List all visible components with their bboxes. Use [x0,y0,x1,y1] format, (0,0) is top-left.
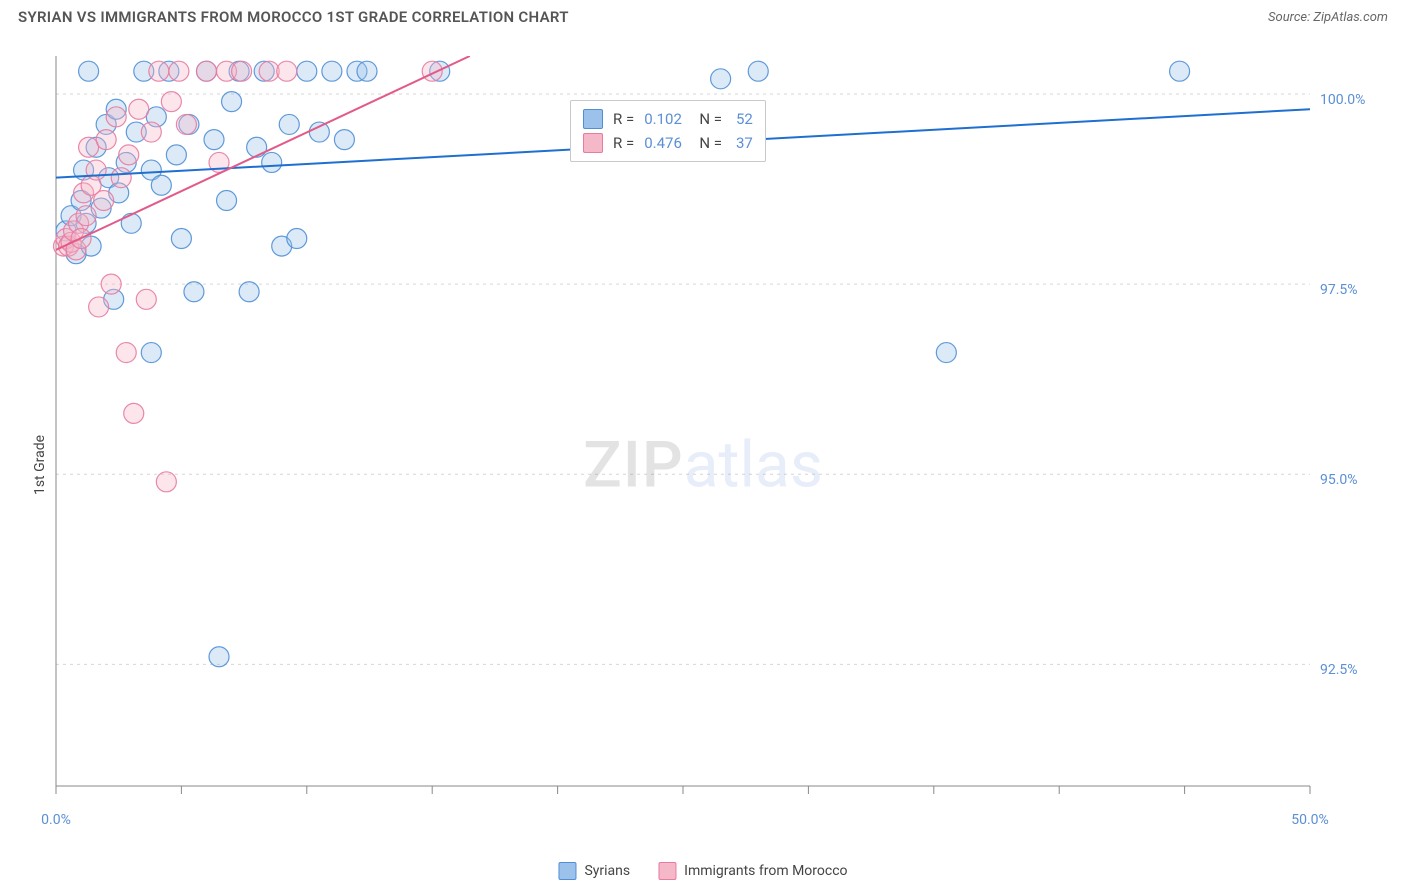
stat-n-value: 52 [736,110,753,128]
scatter-plot [50,46,1390,846]
y-tick-label: 100.0% [1320,92,1390,108]
x-tick-label: 50.0% [1285,812,1335,828]
legend-swatch [658,862,676,880]
stat-r-value: 0.102 [644,110,682,128]
stat-n-value: 37 [736,134,753,152]
legend-label: Syrians [584,863,630,879]
stat-r-value: 0.476 [644,134,682,152]
chart-title: SYRIAN VS IMMIGRANTS FROM MOROCCO 1ST GR… [18,8,569,26]
legend-stat-row: R = 0.476 N = 37 [583,131,753,155]
chart-area: 1st Grade ZIPatlas R = 0.102 N = 52R = 0… [0,38,1406,892]
legend-swatch [583,109,603,129]
stat-r-label: R = [613,134,634,152]
legend-bottom: Syrians Immigrants from Morocco [558,862,847,880]
y-axis-label: 1st Grade [32,435,48,495]
y-tick-label: 95.0% [1320,472,1390,488]
legend-swatch [558,862,576,880]
y-tick-label: 92.5% [1320,662,1390,678]
source-label: Source: ZipAtlas.com [1268,10,1388,25]
legend-swatch [583,133,603,153]
legend-label: Immigrants from Morocco [684,863,847,879]
legend-stats: R = 0.102 N = 52R = 0.476 N = 37 [570,100,766,162]
stat-n-label: N = [692,110,722,128]
stat-r-label: R = [613,110,634,128]
x-tick-label: 0.0% [31,812,81,828]
legend-item: Syrians [558,862,630,880]
y-tick-label: 97.5% [1320,282,1390,298]
legend-stat-row: R = 0.102 N = 52 [583,107,753,131]
stat-n-label: N = [692,134,722,152]
legend-item: Immigrants from Morocco [658,862,847,880]
